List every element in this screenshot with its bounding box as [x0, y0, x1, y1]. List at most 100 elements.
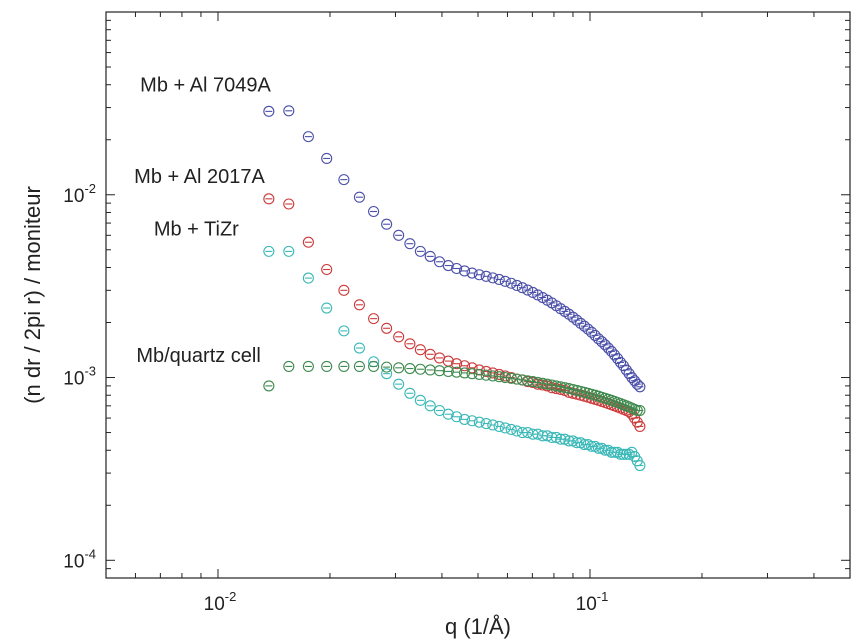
data-point: [522, 284, 534, 296]
data-point: [393, 229, 405, 241]
data-point: [338, 284, 350, 296]
data-point: [321, 360, 333, 372]
data-point: [493, 273, 505, 286]
y-tick-label: 10-3: [63, 364, 96, 390]
x-axis-label: q (1/Å): [445, 614, 511, 639]
data-point: [338, 325, 350, 337]
data-point: [424, 250, 436, 262]
data-point: [631, 378, 643, 390]
data-point: [321, 152, 333, 165]
data-point: [451, 366, 463, 378]
data-point: [263, 380, 275, 392]
data-point: [302, 131, 314, 143]
data-point: [563, 383, 575, 395]
data-markers: [263, 105, 646, 472]
data-point: [338, 360, 350, 372]
data-point: [442, 408, 454, 420]
data-point: [550, 380, 562, 392]
data-point: [511, 279, 523, 292]
data-point: [505, 372, 517, 384]
data-point: [487, 272, 499, 284]
data-point: [404, 238, 416, 250]
data-point: [505, 277, 517, 289]
data-point: [567, 383, 579, 396]
data-point: [527, 286, 539, 299]
data-point: [368, 313, 380, 325]
data-point: [414, 245, 426, 257]
data-point: [634, 459, 646, 472]
data-point: [381, 368, 393, 380]
data-point: [404, 387, 416, 399]
y-tick-label: 10-2: [63, 181, 96, 207]
data-point: [487, 370, 499, 382]
data-point: [458, 265, 471, 277]
data-point: [353, 299, 365, 311]
data-point: [353, 360, 365, 372]
plot-area: [105, 11, 851, 579]
data-point: [283, 105, 295, 117]
data-point: [487, 419, 499, 431]
data-point: [393, 331, 405, 343]
data-point: [393, 362, 405, 374]
data-point: [283, 245, 295, 257]
data-point: [302, 360, 314, 372]
data-point: [516, 282, 528, 294]
data-point: [414, 394, 426, 406]
data-point: [451, 358, 463, 370]
data-point: [451, 262, 463, 275]
x-tick-label: 10-1: [576, 589, 609, 615]
data-point: [559, 382, 571, 394]
data-point: [634, 381, 646, 393]
data-point: [480, 369, 492, 381]
data-point: [338, 174, 350, 186]
tick-labels: 10-2 10-1 10-4 10-3 10-2: [63, 181, 608, 615]
data-point: [499, 371, 511, 384]
data-point: [393, 378, 405, 390]
data-point: [381, 218, 393, 230]
data-point: [381, 361, 393, 373]
data-point: [414, 344, 426, 356]
data-point: [321, 263, 333, 276]
data-point: [283, 360, 295, 372]
data-point: [511, 425, 523, 437]
data-point: [451, 411, 463, 423]
series-annotations: Mb + Al 7049A Mb + Al 2017A Mb + TiZr Mb/qu…: [134, 74, 271, 367]
data-point: [555, 381, 567, 393]
y-axis-label: (n dr / 2pi r) / moniteur: [20, 186, 45, 404]
data-point: [499, 422, 511, 434]
data-point: [433, 365, 446, 377]
data-point: [493, 371, 505, 383]
data-point: [493, 420, 505, 432]
data-point: [381, 322, 393, 334]
data-point: [302, 272, 314, 284]
data-point: [302, 236, 314, 248]
data-point: [263, 245, 275, 257]
x-tick-label: 10-2: [204, 589, 237, 615]
data-point: [424, 364, 436, 376]
data-point: [499, 275, 511, 287]
data-point: [626, 371, 638, 384]
data-point: [353, 342, 365, 354]
data-point: [442, 365, 454, 377]
data-point: [283, 198, 295, 210]
axis-ticks: [105, 11, 851, 579]
series-annotation: Mb + Al 2017A: [134, 166, 265, 188]
data-point: [611, 446, 624, 458]
y-tick-label: 10-4: [63, 546, 96, 572]
data-point: [511, 373, 523, 385]
data-point: [353, 191, 365, 203]
data-point: [634, 404, 646, 417]
series-annotation: Mb + TiZr: [154, 218, 239, 240]
data-point: [505, 423, 517, 435]
data-point: [404, 338, 416, 350]
series-annotation: Mb + Al 7049A: [140, 74, 271, 96]
data-point: [424, 348, 436, 360]
data-point: [321, 302, 333, 314]
data-point: [424, 400, 436, 412]
data-point: [263, 105, 275, 117]
series-annotation: Mb/quartz cell: [136, 345, 261, 367]
data-point: [368, 205, 380, 218]
data-point: [634, 420, 646, 432]
data-point: [368, 360, 380, 372]
